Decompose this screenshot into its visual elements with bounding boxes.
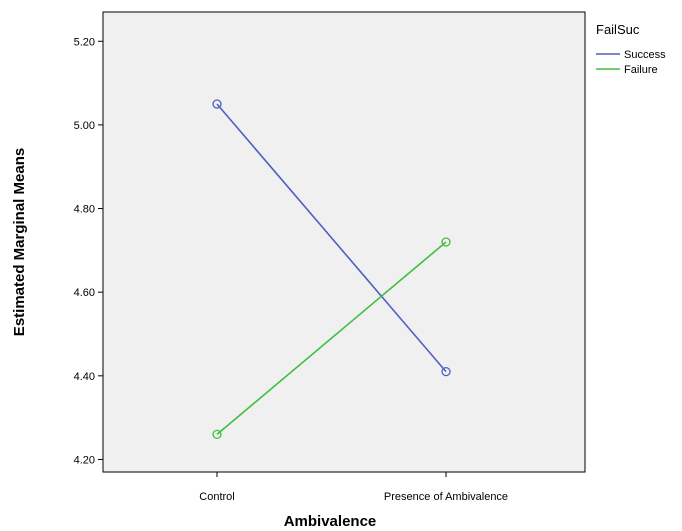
y-tick-label: 4.20 bbox=[74, 454, 95, 466]
plot-area bbox=[102, 11, 586, 473]
x-tick-label: Control bbox=[199, 491, 234, 503]
x-tick-label: Presence of Ambivalence bbox=[384, 491, 508, 503]
legend-items: Success Failure bbox=[596, 49, 666, 76]
data-point-success bbox=[212, 99, 222, 109]
y-axis-title: Estimated Marginal Means bbox=[11, 148, 28, 336]
legend-label-failure: Failure bbox=[624, 64, 658, 76]
legend: FailSuc Success Failure bbox=[596, 22, 666, 76]
y-axis: 4.20 4.40 4.60 4.80 5.00 5.20 bbox=[74, 36, 103, 466]
x-axis: Control Presence of Ambivalence bbox=[199, 472, 508, 503]
series-line-success bbox=[216, 103, 447, 373]
y-tick-label: 5.00 bbox=[74, 120, 95, 132]
y-tick-label: 4.40 bbox=[74, 371, 95, 383]
y-tick-label: 4.60 bbox=[74, 287, 95, 299]
data-point-failure bbox=[212, 429, 222, 440]
series-line-failure bbox=[216, 241, 447, 435]
data-point-success bbox=[441, 366, 451, 377]
data-point-failure bbox=[441, 237, 451, 247]
y-tick-label: 5.20 bbox=[74, 36, 95, 48]
series-layer bbox=[212, 99, 451, 440]
legend-label-success: Success bbox=[624, 49, 666, 61]
legend-title: FailSuc bbox=[596, 22, 640, 37]
x-axis-title: Ambivalence bbox=[284, 513, 377, 530]
y-tick-label: 4.80 bbox=[74, 204, 95, 216]
